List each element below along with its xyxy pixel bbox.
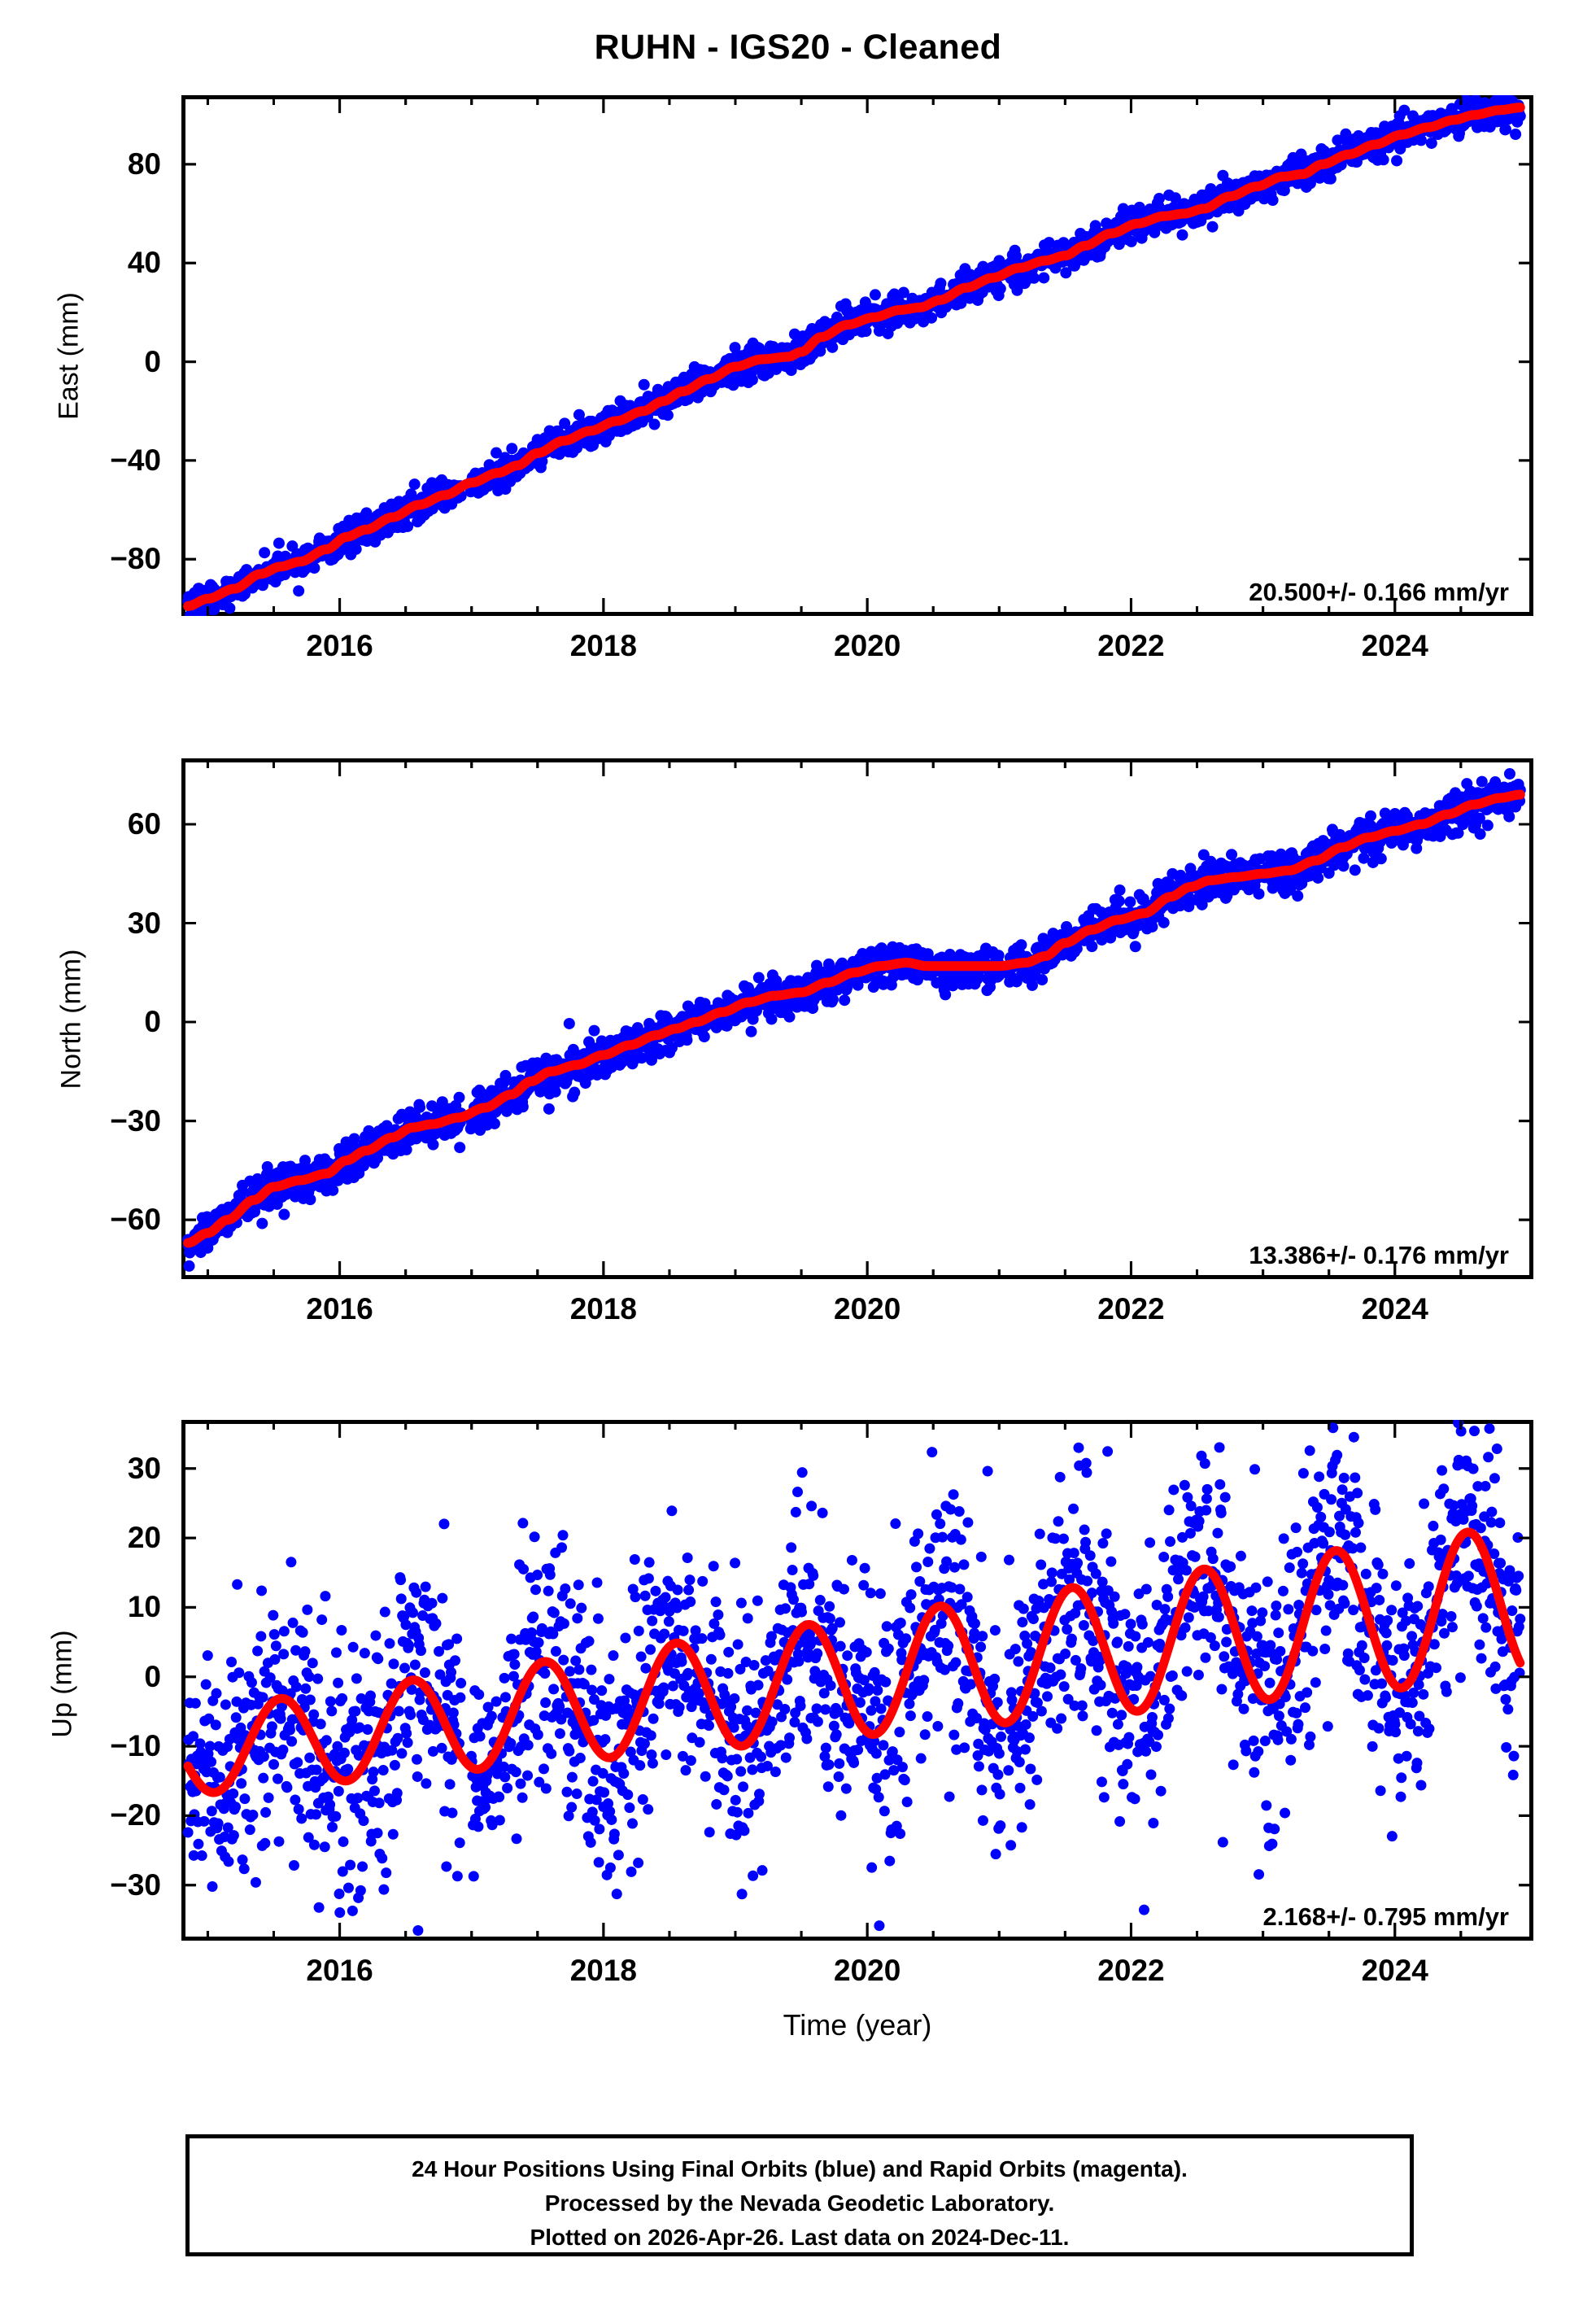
panel-north-ytick-label: 30 bbox=[127, 906, 161, 940]
panel-east-ytick-label: 40 bbox=[127, 246, 161, 280]
panel-east-plot bbox=[181, 95, 1533, 616]
footer-line-3: Plotted on 2026-Apr-26. Last data on 202… bbox=[530, 2225, 1070, 2250]
panel-up-ytick-label: 0 bbox=[144, 1659, 161, 1693]
panel-up bbox=[181, 1420, 1533, 1941]
panel-east-ytick-label: 0 bbox=[144, 344, 161, 378]
x-axis-title: Time (year) bbox=[783, 2008, 932, 2042]
panel-north-plot bbox=[181, 758, 1533, 1279]
panel-east-rate-annotation: 20.500+/- 0.166 mm/yr bbox=[1249, 578, 1509, 606]
panel-up-ytick-label: 20 bbox=[127, 1521, 161, 1555]
panel-north-rate-annotation: 13.386+/- 0.176 mm/yr bbox=[1249, 1241, 1509, 1269]
panel-north-xtick-label: 2022 bbox=[1097, 1292, 1165, 1326]
panel-north-ytick-label: 0 bbox=[144, 1005, 161, 1039]
panel-up-xtick-label: 2024 bbox=[1361, 1954, 1428, 1987]
panel-up-plot bbox=[181, 1420, 1533, 1941]
panel-north-xtick-label: 2018 bbox=[569, 1292, 638, 1326]
panel-up-xtick-label: 2016 bbox=[306, 1954, 373, 1987]
panel-up-ytick-label: −10 bbox=[110, 1729, 161, 1763]
panel-north-xtick-label: 2024 bbox=[1361, 1292, 1428, 1326]
panel-east-xtick-label: 2024 bbox=[1361, 629, 1428, 662]
page-title: RUHN - IGS20 - Cleaned bbox=[594, 28, 1002, 67]
panel-up-xtick-label: 2020 bbox=[834, 1954, 901, 1987]
panel-north-ytick-label: 60 bbox=[127, 807, 161, 841]
panel-up-ytick-label: 30 bbox=[127, 1451, 161, 1485]
panel-north-xtick-label: 2016 bbox=[306, 1292, 373, 1326]
panel-up-ytick-label: 10 bbox=[127, 1590, 161, 1624]
panel-east-xtick-label: 2018 bbox=[569, 629, 638, 662]
panel-east-xtick-label: 2020 bbox=[834, 629, 901, 662]
panel-up-xtick-label: 2022 bbox=[1097, 1954, 1165, 1987]
panel-up-xtick-label: 2018 bbox=[569, 1954, 638, 1987]
panel-east-ytick-label: 80 bbox=[127, 146, 161, 181]
panel-up-ytick-label: −30 bbox=[110, 1867, 161, 1902]
panel-east-xtick-label: 2016 bbox=[306, 629, 373, 662]
footer-line-2: Processed by the Nevada Geodetic Laborat… bbox=[544, 2190, 1055, 2216]
panel-north bbox=[181, 758, 1533, 1279]
panel-east-xtick-label: 2022 bbox=[1097, 629, 1165, 662]
footer-note-box: 24 Hour Positions Using Final Orbits (bl… bbox=[185, 2134, 1414, 2256]
panel-up-rate-annotation: 2.168+/- 0.795 mm/yr bbox=[1262, 1902, 1509, 1931]
panel-north-ytick-label: −60 bbox=[110, 1203, 161, 1237]
panel-up-ytick-label: −20 bbox=[110, 1798, 161, 1832]
panel-north-ytick-label: −30 bbox=[110, 1103, 161, 1138]
panel-north-xtick-label: 2020 bbox=[834, 1292, 901, 1326]
panel-east bbox=[181, 95, 1533, 616]
panel-east-ytick-label: −40 bbox=[110, 443, 161, 477]
panel-east-ytick-label: −80 bbox=[110, 542, 161, 576]
footer-line-1: 24 Hour Positions Using Final Orbits (bl… bbox=[412, 2156, 1188, 2182]
